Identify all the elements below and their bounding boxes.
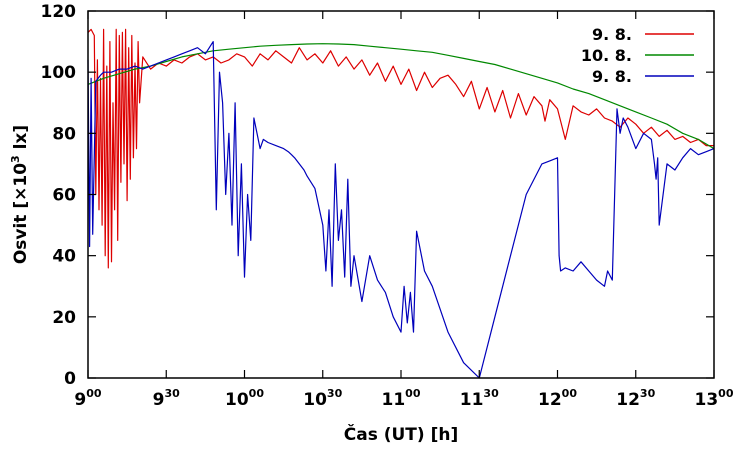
x-tick-label: 1030 xyxy=(303,387,342,410)
y-tick-label: 60 xyxy=(52,186,76,206)
y-axis-title-times: ×10 xyxy=(11,163,31,201)
x-tick-label: 1200 xyxy=(538,387,577,410)
x-axis-title: Čas (UT) [h] xyxy=(344,423,458,445)
y-axis-title-main: Osvit [ xyxy=(11,201,31,264)
x-tick-label: 1130 xyxy=(460,387,499,410)
y-tick-label: 100 xyxy=(41,63,77,83)
y-axis-title-unit: lx] xyxy=(11,125,31,155)
y-tick-label: 120 xyxy=(41,2,77,22)
x-tick-label: 1230 xyxy=(616,387,655,410)
legend-label-3: 9. 8. xyxy=(592,67,632,86)
x-tick-label: 900 xyxy=(74,387,101,410)
series-line-1 xyxy=(87,28,714,269)
x-tick-label: 1300 xyxy=(695,387,734,410)
ticks-layer: 0 20 40 60 80 100 120 900 930 1000 1030 1100 1130 120… xyxy=(41,2,734,410)
x-tick-label: 1100 xyxy=(382,387,421,410)
y-tick-label: 40 xyxy=(52,247,76,267)
legend-label-2: 10. 8. xyxy=(581,46,632,65)
series-line-3 xyxy=(87,40,715,379)
y-tick-label: 0 xyxy=(64,369,76,389)
y-axis-title: Osvit [×103 lx] xyxy=(9,125,31,264)
y-axis-title-sup: 3 xyxy=(9,155,22,163)
legend: 9. 8. 10. 8. 9. 8. xyxy=(581,25,694,86)
y-tick-label: 20 xyxy=(52,308,76,328)
series-line-2 xyxy=(87,43,715,150)
x-tick-label: 1000 xyxy=(225,387,264,410)
y-tick-label: 80 xyxy=(52,124,76,144)
x-tick-label: 930 xyxy=(153,387,180,410)
legend-label-1: 9. 8. xyxy=(592,25,632,44)
series-layer xyxy=(87,28,715,379)
